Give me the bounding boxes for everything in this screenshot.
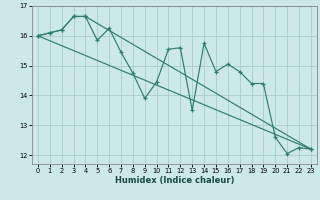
X-axis label: Humidex (Indice chaleur): Humidex (Indice chaleur)	[115, 176, 234, 185]
